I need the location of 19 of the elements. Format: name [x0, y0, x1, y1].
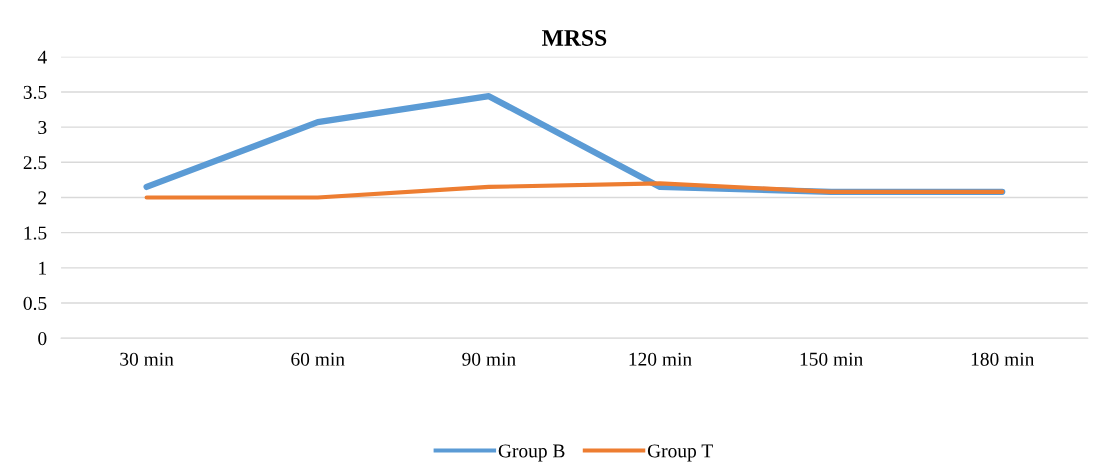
x-tick-label: 120 min — [629, 352, 692, 366]
chart-title: MRSS — [542, 30, 607, 46]
y-tick-label: 1 — [39, 261, 46, 275]
legend-label: Group T — [647, 444, 713, 462]
x-tick-label: 150 min — [800, 352, 863, 366]
y-tick-label: 4 — [37, 50, 47, 64]
x-tick-label: 30 min — [120, 352, 174, 366]
y-tick-label: 0 — [38, 332, 47, 346]
y-tick-label: 3 — [38, 120, 47, 135]
y-tick-label: 1.5 — [24, 226, 47, 240]
x-tick-label: 180 min — [971, 352, 1035, 366]
legend-label: Group B — [498, 444, 565, 462]
x-tick-label: 90 min — [462, 352, 516, 366]
y-tick-label: 3.5 — [23, 85, 47, 99]
line-series — [144, 181, 1005, 200]
x-tick-label: 60 min — [291, 352, 345, 366]
y-tick-label: 2.5 — [23, 156, 47, 170]
y-tick-label: 2 — [38, 191, 47, 205]
y-tick-label: 0.5 — [23, 296, 47, 311]
